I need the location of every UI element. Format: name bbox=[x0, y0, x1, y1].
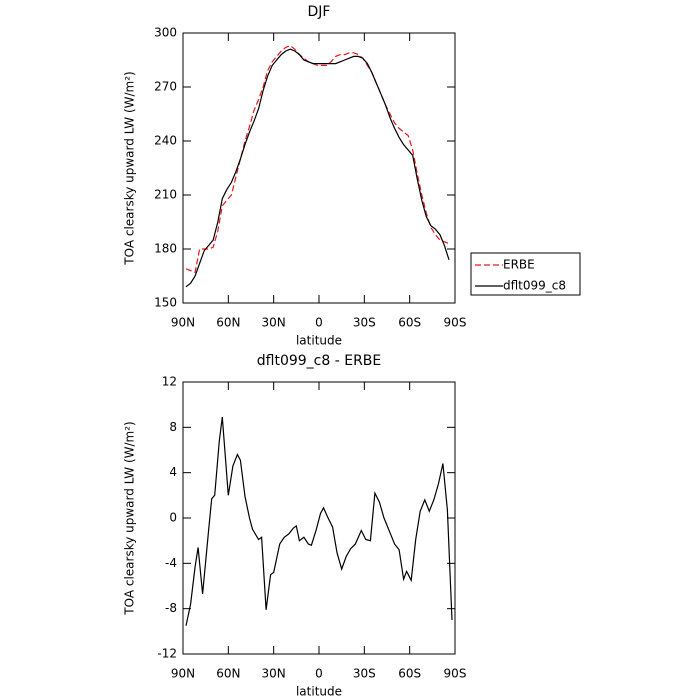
x-axis-label: latitude bbox=[296, 685, 342, 699]
y-tick-label: 150 bbox=[154, 296, 177, 310]
y-tick-label: 300 bbox=[154, 26, 177, 40]
plot-frame bbox=[182, 381, 456, 655]
y-tick-label: 0 bbox=[169, 511, 177, 525]
chart-title: dflt099_c8 - ERBE bbox=[257, 353, 382, 369]
x-tick-label: 60S bbox=[398, 667, 421, 681]
y-tick-label: 240 bbox=[154, 134, 177, 148]
x-tick-label: 60N bbox=[216, 667, 240, 681]
y-axis-label: TOA clearsky upward LW (W/m²) bbox=[123, 421, 137, 615]
chart-title: DJF bbox=[308, 4, 331, 20]
x-tick-label: 90N bbox=[171, 316, 195, 330]
x-tick-label: 90S bbox=[444, 667, 467, 681]
legend-label: ERBE bbox=[503, 258, 535, 272]
plot-frame bbox=[182, 32, 456, 304]
x-tick-label: 60S bbox=[398, 316, 421, 330]
x-tick-label: 0 bbox=[315, 316, 323, 330]
legend-box bbox=[470, 252, 581, 296]
y-tick-label: -12 bbox=[157, 647, 177, 661]
y-tick-label: 8 bbox=[169, 420, 177, 434]
x-tick-label: 90N bbox=[171, 667, 195, 681]
y-tick-label: -4 bbox=[165, 556, 177, 570]
x-tick-label: 30N bbox=[262, 667, 286, 681]
x-tick-label: 30S bbox=[353, 316, 376, 330]
y-axis-label: TOA clearsky upward LW (W/m²) bbox=[123, 71, 137, 265]
legend-label: dflt099_c8 bbox=[503, 279, 566, 293]
x-tick-label: 90S bbox=[444, 316, 467, 330]
x-tick-label: 30S bbox=[353, 667, 376, 681]
y-tick-label: 210 bbox=[154, 188, 177, 202]
y-tick-label: 270 bbox=[154, 80, 177, 94]
y-tick-label: 180 bbox=[154, 242, 177, 256]
x-tick-label: 30N bbox=[262, 316, 286, 330]
y-tick-label: 12 bbox=[162, 375, 177, 389]
data-line bbox=[185, 417, 453, 626]
y-tick-label: -8 bbox=[165, 601, 177, 615]
data-line bbox=[185, 44, 450, 274]
x-tick-label: 0 bbox=[315, 667, 323, 681]
data-line bbox=[185, 48, 450, 288]
y-tick-label: 4 bbox=[169, 465, 177, 479]
x-axis-label: latitude bbox=[296, 334, 342, 348]
x-tick-label: 60N bbox=[216, 316, 240, 330]
